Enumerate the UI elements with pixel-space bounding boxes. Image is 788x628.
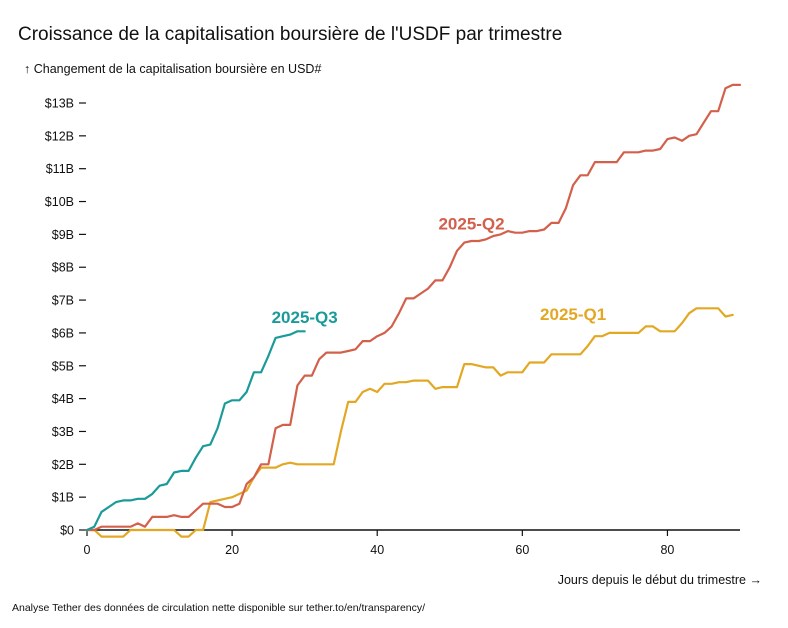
source-note: Analyse Tether des données de circulatio… xyxy=(12,602,426,614)
series-line-2025-q1 xyxy=(85,307,734,538)
series-label-2025-q2: 2025-Q2 xyxy=(438,214,504,233)
x-axis-label: Jours depuis le début du trimestre → xyxy=(558,573,762,587)
up-arrow-icon: ↑ xyxy=(24,62,31,76)
y-tick-label: $9B xyxy=(52,228,74,242)
y-tick-label: $1B xyxy=(52,491,74,505)
y-tick-label: $7B xyxy=(52,294,74,308)
x-axis: 0 20 40 60 80 xyxy=(84,529,740,557)
y-axis-label: ↑ Changement de la capitalisation boursi… xyxy=(24,62,321,76)
y-tick-label: $11B xyxy=(46,162,74,176)
x-tick-label: 20 xyxy=(225,543,239,557)
y-tick-label: $8B xyxy=(52,261,74,275)
y-tick-label: $13B xyxy=(45,97,74,111)
x-tick-label: 40 xyxy=(370,543,384,557)
y-tick-label: $0 xyxy=(60,524,74,538)
series-line-2025-q2 xyxy=(85,83,742,532)
series-labels: 2025-Q1 2025-Q2 2025-Q3 xyxy=(272,214,607,327)
x-tick-label: 0 xyxy=(84,543,91,557)
x-axis-label-text: Jours depuis le début du trimestre xyxy=(557,573,747,587)
series-label-2025-q1: 2025-Q1 xyxy=(540,305,606,324)
y-tick-label: $5B xyxy=(52,359,74,373)
chart-title: Croissance de la capitalisation boursièr… xyxy=(18,24,563,45)
right-arrow-icon: → xyxy=(749,573,763,587)
y-tick-label: $10B xyxy=(45,195,74,209)
series-lines xyxy=(85,83,742,538)
y-tick-label: $2B xyxy=(52,458,74,472)
y-tick-label: $12B xyxy=(45,129,74,143)
series-label-2025-q3: 2025-Q3 xyxy=(272,308,338,327)
y-tick-label: $3B xyxy=(52,425,74,439)
x-tick-label: 80 xyxy=(660,543,674,557)
x-tick-label: 60 xyxy=(515,543,529,557)
series-line-2025-q3 xyxy=(85,330,306,532)
y-axis-label-text: Changement de la capitalisation boursièr… xyxy=(33,62,322,76)
y-tick-label: $6B xyxy=(52,326,74,340)
y-tick-label: $4B xyxy=(52,392,74,406)
y-axis: $0 $1B $2B $3B $4B $5B $6B $7B $8B $9B $10B $11B $12… xyxy=(45,97,86,538)
